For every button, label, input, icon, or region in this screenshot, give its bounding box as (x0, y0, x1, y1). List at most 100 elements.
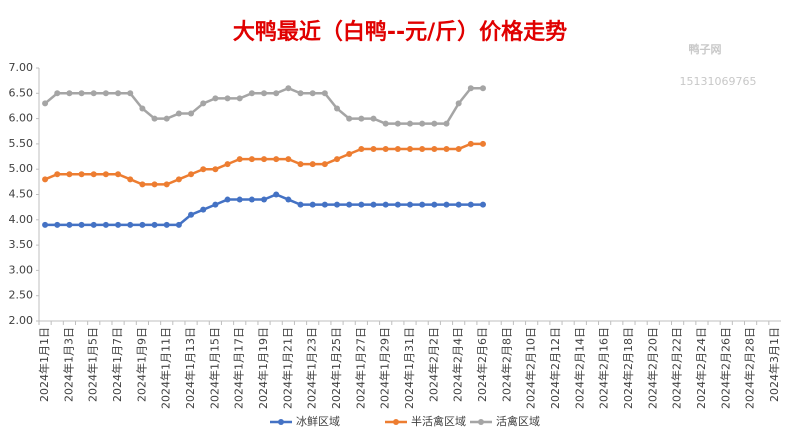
data-point (200, 206, 207, 213)
data-point (382, 201, 389, 208)
y-tick-label: 6.50 (9, 86, 34, 99)
data-point (127, 176, 134, 183)
x-tick-label: 2024年2月6日 (475, 327, 489, 402)
data-point (139, 221, 146, 228)
series-line (44, 142, 483, 186)
data-point (346, 151, 353, 158)
x-tick-label: 2024年1月29日 (378, 327, 392, 409)
data-point (139, 105, 146, 112)
data-point (175, 176, 182, 183)
data-point (90, 90, 97, 97)
data-point (151, 181, 158, 188)
data-point (188, 110, 195, 117)
x-tick-label: 2024年2月26日 (718, 327, 732, 409)
data-point (346, 201, 353, 208)
x-tick-label: 2024年1月5日 (86, 327, 100, 402)
legend-label: 活禽区域 (496, 414, 540, 428)
data-point (163, 115, 170, 122)
data-point (467, 201, 474, 208)
data-point (224, 196, 231, 203)
data-point (78, 221, 85, 228)
data-point (163, 221, 170, 228)
data-point (102, 90, 109, 97)
x-tick-label: 2024年2月22日 (670, 327, 684, 409)
data-point (394, 145, 401, 152)
watermark: 鸭子网 (689, 42, 722, 56)
data-point (163, 181, 170, 188)
y-tick-label: 3.50 (9, 238, 34, 251)
data-point (334, 105, 341, 112)
data-point (297, 201, 304, 208)
data-point (212, 95, 219, 102)
y-tick-label: 3.00 (9, 263, 34, 276)
data-point (66, 221, 73, 228)
data-point (394, 120, 401, 127)
x-tick-label: 2024年2月12日 (548, 327, 562, 409)
x-tick-label: 2024年1月19日 (256, 327, 270, 409)
x-tick-label: 2024年1月13日 (183, 327, 197, 409)
data-point (42, 221, 49, 228)
data-point (273, 191, 280, 198)
data-point (321, 161, 328, 168)
data-point (261, 196, 268, 203)
data-point (224, 161, 231, 168)
data-point (479, 140, 486, 147)
data-point (358, 115, 365, 122)
data-point (200, 100, 207, 107)
x-tick-label: 2024年1月15日 (207, 327, 221, 409)
data-point (321, 201, 328, 208)
legend-label: 半活禽区域 (411, 414, 466, 428)
x-tick-label: 2024年2月18日 (621, 327, 635, 409)
data-point (42, 176, 49, 183)
data-point (443, 145, 450, 152)
data-point (42, 100, 49, 107)
data-point (321, 90, 328, 97)
data-point (248, 90, 255, 97)
data-point (370, 145, 377, 152)
data-point (115, 90, 122, 97)
data-point (115, 171, 122, 178)
x-tick-label: 2024年1月21日 (280, 327, 294, 409)
legend-swatch (393, 419, 399, 425)
data-point (236, 156, 243, 163)
data-point (224, 95, 231, 102)
data-point (273, 156, 280, 163)
data-point (407, 201, 413, 208)
data-point (479, 201, 486, 208)
data-point (261, 90, 268, 97)
y-tick-label: 4.50 (9, 188, 34, 201)
data-point (455, 145, 462, 152)
data-point (431, 201, 438, 208)
data-point (443, 120, 450, 127)
data-point (297, 90, 304, 97)
data-point (90, 171, 97, 178)
x-tick-label: 2024年2月2日 (426, 327, 440, 402)
data-point (273, 90, 280, 97)
x-tick-label: 2024年2月24日 (694, 327, 708, 409)
y-tick-label: 4.00 (9, 213, 34, 226)
y-tick-label: 5.00 (9, 162, 34, 175)
x-tick-label: 2024年1月1日 (37, 327, 51, 402)
data-point (236, 95, 243, 102)
data-point (358, 201, 365, 208)
data-point (334, 201, 341, 208)
x-tick-label: 2024年2月14日 (572, 327, 586, 409)
data-point (431, 145, 438, 152)
x-tick-label: 2024年2月16日 (597, 327, 611, 409)
data-point (236, 196, 243, 203)
data-point (200, 166, 207, 173)
x-tick-label: 2024年1月17日 (232, 327, 246, 409)
data-point (309, 161, 316, 168)
legend-swatch (478, 419, 484, 425)
data-point (139, 181, 146, 188)
data-point (358, 145, 365, 152)
data-point (285, 156, 292, 163)
data-point (309, 201, 316, 208)
x-tick-label: 2024年2月8日 (499, 327, 513, 402)
data-point (431, 120, 438, 127)
chart-title: 大鸭最近（白鸭--元/斤）价格走势 (233, 19, 567, 45)
data-point (443, 201, 450, 208)
data-point (394, 201, 401, 208)
data-point (66, 171, 73, 178)
